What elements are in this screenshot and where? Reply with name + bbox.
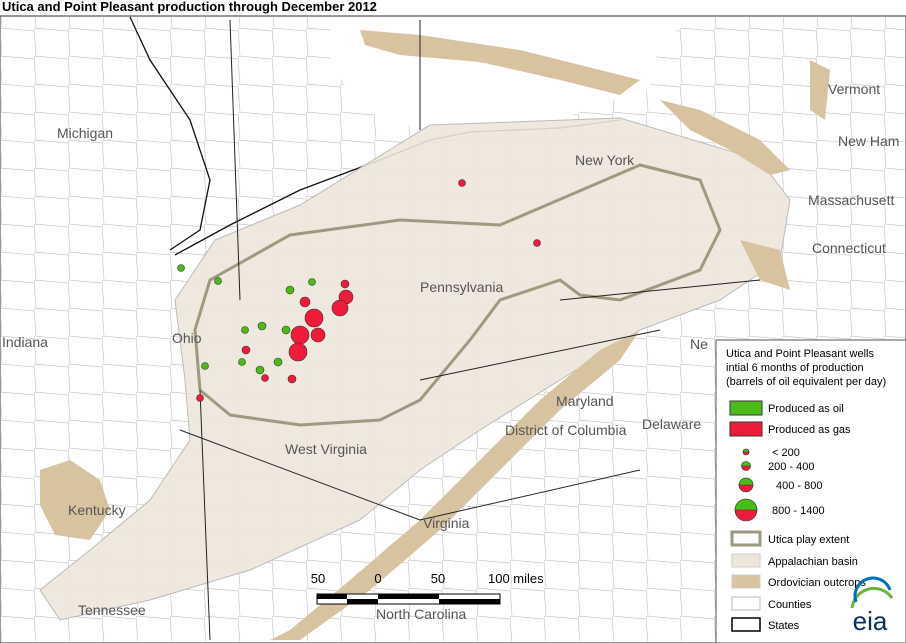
map-label: Connecticut xyxy=(812,240,886,256)
region-labels: Michigan New York Vermont New Ham Massac… xyxy=(2,81,899,622)
legend-entry: < 200 xyxy=(772,447,800,459)
wells xyxy=(177,179,541,402)
map-label: New York xyxy=(575,152,635,168)
legend-title: intial 6 months of production xyxy=(726,362,864,374)
ordovician-outcrops xyxy=(40,30,830,640)
legend-entry: 400 - 800 xyxy=(776,480,822,492)
scale-label: 50 xyxy=(311,571,325,586)
map-label: Pennsylvania xyxy=(420,279,503,295)
map-label: Vermont xyxy=(828,81,880,97)
legend: Utica and Point Pleasant wells intial 6 … xyxy=(715,339,906,643)
scale-bar: 50 0 50 100 miles xyxy=(311,571,544,605)
legend-entry: States xyxy=(768,620,800,632)
scale-label: 0 xyxy=(374,571,381,586)
map-label: New Ham xyxy=(838,133,899,149)
legend-entry: Utica play extent xyxy=(768,534,849,546)
legend-title: Utica and Point Pleasant wells xyxy=(726,348,874,360)
legend-entry: Counties xyxy=(768,599,812,611)
map-label: North Carolina xyxy=(376,606,466,622)
map-label: Michigan xyxy=(57,125,113,141)
map-label: Massachusett xyxy=(808,192,894,208)
legend-box xyxy=(715,339,906,643)
map-label: Delaware xyxy=(642,416,701,432)
legend-entry: Appalachian basin xyxy=(768,556,858,568)
map-label: Virginia xyxy=(423,515,470,531)
map-label: Tennessee xyxy=(78,602,146,618)
legend-entry: 800 - 1400 xyxy=(772,505,825,517)
legend-entry: Produced as gas xyxy=(768,424,851,436)
state-borders xyxy=(179,19,761,641)
legend-title: (barrels of oil equivalent per day) xyxy=(726,376,886,388)
legend-entry: Ordovician outcrops xyxy=(768,577,866,589)
legend-entry: Produced as oil xyxy=(768,403,844,415)
legend-entry: 200 - 400 xyxy=(768,461,814,473)
utica-extent xyxy=(193,163,722,427)
map-label: Maryland xyxy=(556,393,614,409)
map-label: Kentucky xyxy=(68,502,126,518)
shoreline xyxy=(129,16,211,251)
map-label: West Virginia xyxy=(285,441,367,457)
map-label: District of Columbia xyxy=(505,422,627,438)
map-label: Ne xyxy=(690,336,708,352)
logo: eia xyxy=(853,606,888,636)
scale-label: 100 miles xyxy=(488,571,544,586)
map-label: Indiana xyxy=(2,334,48,350)
scale-label: 50 xyxy=(431,571,445,586)
title: Utica and Point Pleasant production thro… xyxy=(2,0,377,14)
appalachian-basin xyxy=(39,117,791,621)
lake xyxy=(0,17,700,130)
map-label: Ohio xyxy=(172,330,202,346)
